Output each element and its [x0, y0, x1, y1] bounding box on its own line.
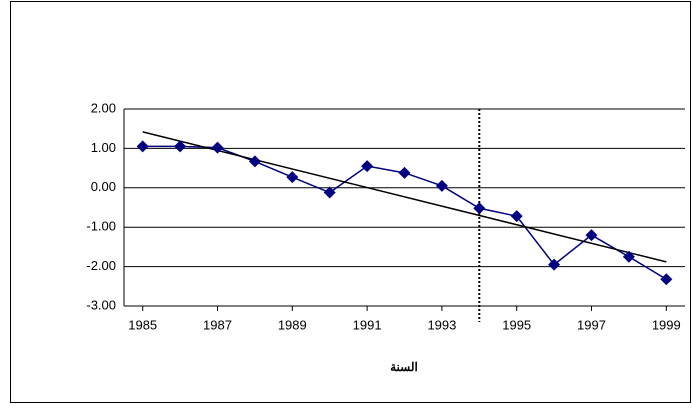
x-tick-label: 1991: [353, 317, 382, 332]
data-point: [510, 210, 523, 223]
x-tick-label: 1985: [128, 317, 157, 332]
data-point: [361, 160, 374, 173]
x-axis-label: السنة: [390, 360, 418, 374]
y-tick-label: -3.00: [86, 297, 116, 312]
x-tick-label: 1987: [203, 317, 232, 332]
data-point: [211, 141, 224, 154]
y-tick-label: -2.00: [86, 258, 116, 273]
data-point: [323, 186, 336, 199]
x-tick-label: 1999: [652, 317, 681, 332]
x-tick-label: 1995: [502, 317, 531, 332]
data-point: [398, 166, 411, 179]
data-point: [548, 258, 561, 271]
x-tick-label: 1993: [427, 317, 456, 332]
data-point: [585, 229, 598, 242]
data-point: [286, 171, 299, 184]
data-point: [435, 179, 448, 192]
trend-line: [142, 131, 667, 263]
data-point: [473, 202, 486, 215]
data-point: [136, 140, 149, 153]
y-tick-label: 1.00: [91, 140, 116, 155]
y-tick-label: 0.00: [91, 179, 116, 194]
x-tick-label: 1989: [278, 317, 307, 332]
data-point: [174, 140, 187, 153]
y-tick-label: -1.00: [86, 219, 116, 234]
data-point: [660, 273, 673, 286]
x-tick-label: 1997: [577, 317, 606, 332]
y-tick-label: 2.00: [91, 100, 116, 115]
chart-frame: [10, 1, 691, 403]
data-point: [622, 250, 635, 263]
data-point: [248, 155, 261, 168]
